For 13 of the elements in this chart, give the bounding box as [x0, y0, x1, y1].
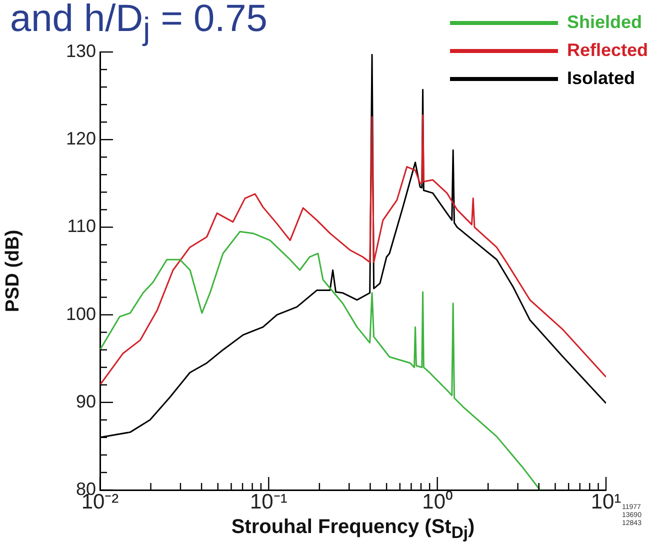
x-tick-label: 10⁻¹ — [250, 490, 288, 514]
y-tick-label: 100 — [66, 304, 96, 324]
y-axis-title: PSD (dB) — [2, 230, 24, 312]
x-axis-title: Strouhal Frequency (St$_{Dj}$) — [230, 516, 476, 543]
text: Isolated — [567, 68, 636, 88]
y-tick-label: 120 — [66, 128, 96, 149]
y-tick-label: 90 — [76, 391, 96, 412]
y-tick-label: 130 — [66, 40, 96, 61]
x-tick-label: 10¹ — [590, 490, 622, 514]
text: Reflected — [567, 40, 648, 60]
y-tick-label: 110 — [67, 216, 96, 236]
x-tick-label: 10⁰ — [422, 490, 453, 514]
text: Shielded — [567, 12, 642, 32]
